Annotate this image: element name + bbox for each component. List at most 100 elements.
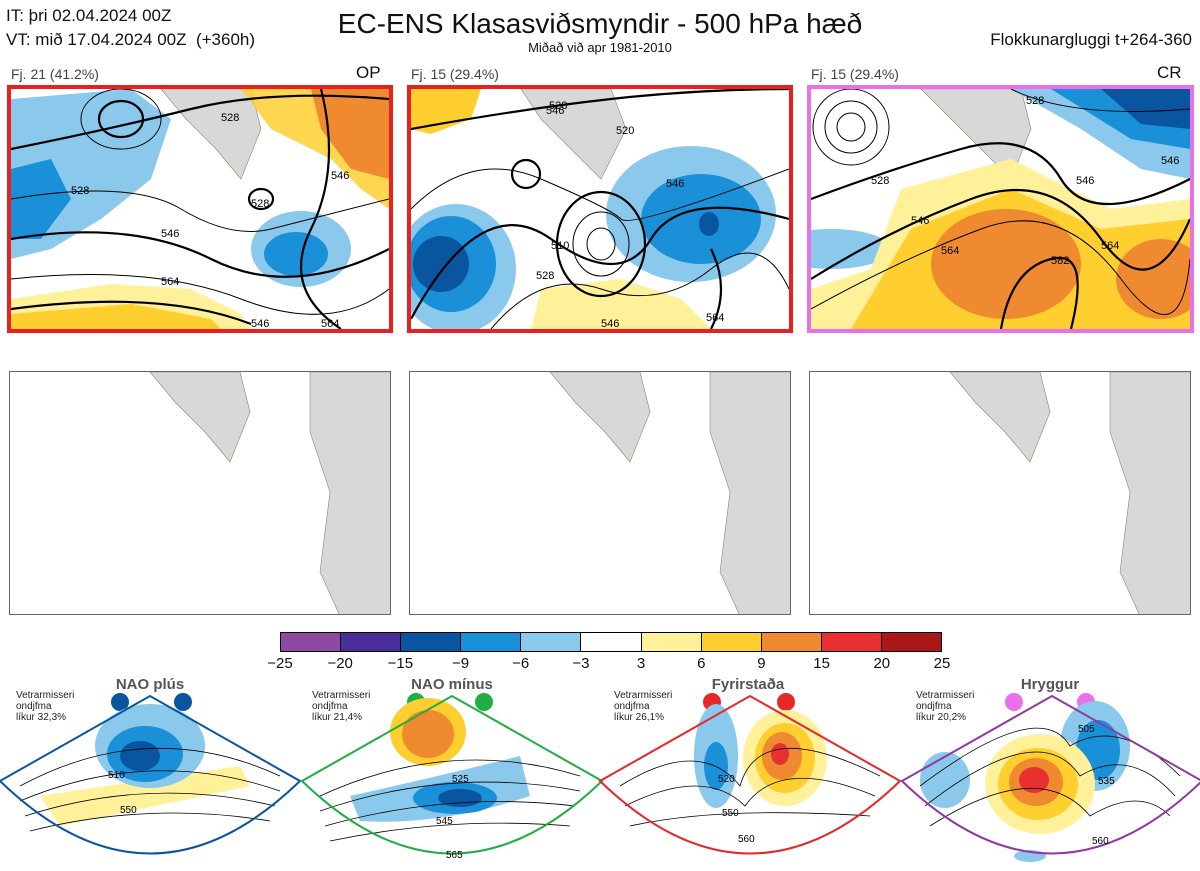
contour-line xyxy=(629,812,871,827)
regime-3-meta: Vetrarmisseri ondjfma líkur 26,1% xyxy=(614,690,672,723)
contour-label: 546 xyxy=(911,215,929,227)
regime-contours xyxy=(619,748,881,827)
contour-label: 505 xyxy=(1078,724,1095,735)
contour-line xyxy=(929,788,1171,827)
contour-line xyxy=(319,781,581,812)
contour-label: 564 xyxy=(706,312,724,324)
header-times: IT: þri 02.04.2024 00Z VT: mið 17.04.202… xyxy=(6,4,255,52)
contour-line xyxy=(299,89,342,329)
strong-positive-anomaly-east xyxy=(1116,239,1190,319)
regime-meta-line: ondjfma xyxy=(916,701,952,712)
regime-sector-outline xyxy=(598,694,902,855)
regime-meta-line: ondjfma xyxy=(614,701,650,712)
negative-anomaly-west xyxy=(811,229,891,269)
colorbar-swatch xyxy=(281,633,341,651)
colorbar-tick-label: −9 xyxy=(451,655,470,672)
regime-marker xyxy=(111,693,129,711)
height-contours xyxy=(811,89,1190,329)
strong-negative-anomaly xyxy=(11,159,71,239)
contour-line xyxy=(11,190,389,232)
contour-line xyxy=(19,747,281,787)
contour-line xyxy=(247,187,275,211)
contour-line xyxy=(324,801,576,827)
colorbar-swatch xyxy=(520,633,581,651)
contour-label: 510 xyxy=(551,240,569,252)
contour-line xyxy=(836,112,866,142)
empty-map-1-land xyxy=(149,372,390,614)
init-time: IT: þri 02.04.2024 00Z xyxy=(6,6,172,25)
contour-labels: 546 528 520 510 546 528 546 564 xyxy=(536,100,724,329)
empty-map-2-land xyxy=(549,372,790,614)
contour-line xyxy=(411,206,789,320)
colorbar-swatch xyxy=(760,633,821,651)
strongest-positive-anomaly xyxy=(1019,767,1049,793)
contour-line xyxy=(510,158,542,190)
regime-meta-line: Vetrarmisseri xyxy=(916,690,975,701)
regime-2-sector: 525 545 565 xyxy=(300,693,604,861)
colorbar-tick-label: −6 xyxy=(512,655,530,672)
colorbar-tick-label: −3 xyxy=(572,655,590,672)
panel-1-label: Fj. 21 (41.2%) xyxy=(11,66,99,82)
contour-line xyxy=(80,89,162,150)
height-contours xyxy=(11,89,389,329)
colorbar-tick-label: −20 xyxy=(327,655,353,672)
colorbar-tick-label: −15 xyxy=(387,655,414,672)
contour-label: 528 xyxy=(549,100,567,112)
negative-anomaly-core xyxy=(704,742,728,790)
contour-label: 545 xyxy=(436,816,453,827)
contour-label: 546 xyxy=(546,105,564,117)
colorbar-swatch xyxy=(460,633,521,651)
contour-line xyxy=(624,777,876,807)
colorbar-tick-label: 6 xyxy=(697,655,706,672)
colorbar-tick-label: 25 xyxy=(933,655,951,672)
contour-line xyxy=(329,822,571,842)
cluster-map-2: 546 528 520 510 546 528 546 564 xyxy=(407,85,793,333)
strong-negative-anomaly-east xyxy=(699,212,719,236)
regime-meta-line: Vetrarmisseri xyxy=(614,690,673,701)
regime-sector-outline xyxy=(900,694,1200,855)
greenland-land xyxy=(149,372,251,463)
positive-anomaly-south-core xyxy=(11,304,221,329)
colorbar-tick-label: 3 xyxy=(636,655,646,672)
regime-1-name: NAO plús xyxy=(115,676,185,693)
regime-sector-outline xyxy=(0,694,302,855)
colorbar-tick-label: 9 xyxy=(757,655,766,672)
cluster-map-3: 528 546 564 582 564 546 528 546 xyxy=(807,85,1194,333)
strong-positive-anomaly xyxy=(402,710,454,758)
contour-label: 565 xyxy=(446,850,463,861)
contour-line xyxy=(1010,89,1190,112)
europe-land xyxy=(709,372,790,614)
valid-time: VT: mið 17.04.2024 00Z (+360h) xyxy=(6,30,256,49)
regime-meta-line: Vetrarmisseri xyxy=(16,690,75,701)
colorbar-swatch xyxy=(340,633,401,651)
contour-label: 546 xyxy=(161,228,179,240)
contour-label: 546 xyxy=(666,178,684,190)
negative-anomaly-west xyxy=(920,752,970,808)
colorbar xyxy=(280,632,942,652)
positive-anomaly-south xyxy=(531,279,711,329)
contour-line xyxy=(619,748,881,787)
height-contours xyxy=(411,89,789,329)
page-title: EC-ENS Klasasviðsmyndir - 500 hPa hæð xyxy=(337,8,863,39)
regime-1-sector: 510 550 xyxy=(0,693,302,855)
regime-meta-line: ondjfma xyxy=(16,701,52,712)
contour-line xyxy=(411,89,789,131)
contour-label: 520 xyxy=(616,125,634,137)
contour-line xyxy=(29,812,271,832)
contour-label: 546 xyxy=(331,170,349,182)
europe-land xyxy=(309,372,390,614)
contour-label: 546 xyxy=(251,318,269,329)
contour-line xyxy=(999,256,1079,329)
regime-4-name: Hryggur xyxy=(1020,676,1080,693)
contour-line xyxy=(586,227,616,261)
contour-line xyxy=(811,142,1190,205)
cluster-map-2-plot: 546 528 520 510 546 528 546 564 xyxy=(411,89,789,329)
contour-label: 510 xyxy=(108,770,125,781)
colorbar-swatch xyxy=(400,633,461,651)
cluster-map-1-plot: 546 528 528 546 564 546 564 528 xyxy=(11,89,389,329)
contour-labels: 528 546 564 582 564 546 528 546 xyxy=(871,95,1179,267)
regime-4-sector: 505 535 560 xyxy=(900,693,1200,862)
contour-line xyxy=(19,770,281,802)
colorbar-tick-label: −25 xyxy=(267,655,293,672)
strong-negative-anomaly xyxy=(1101,89,1190,129)
